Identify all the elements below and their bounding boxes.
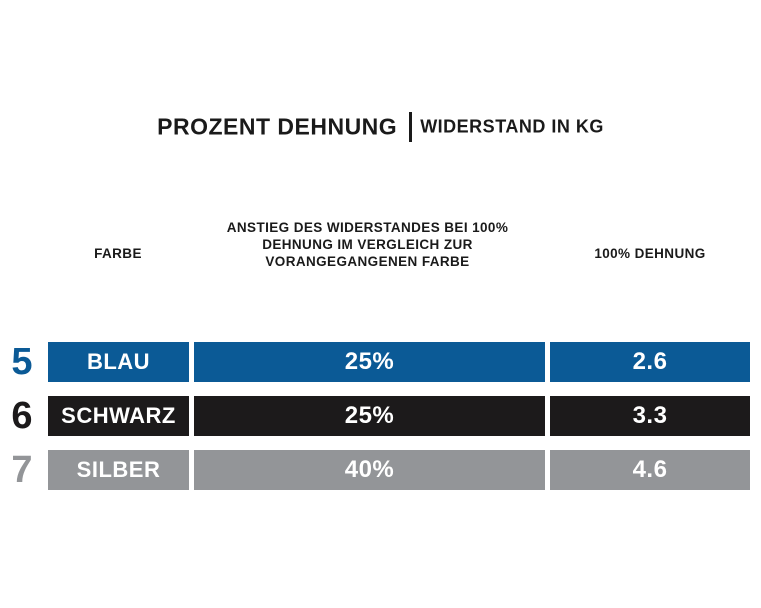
resistance-cell: 2.6: [550, 342, 750, 382]
header-dehnung: 100% DEHNUNG: [594, 246, 706, 261]
color-name-cell: SILBER: [48, 450, 189, 490]
table-row-silber: 7 SILBER 40% 4.6: [0, 450, 761, 490]
increase-cell: 25%: [194, 396, 545, 436]
level-number: 6: [11, 395, 33, 437]
increase-cell: 25%: [194, 342, 545, 382]
title-separator: [409, 112, 413, 142]
table-row-blau: 5 BLAU 25% 2.6: [0, 342, 761, 382]
header-anstieg-line-2: DEHNUNG IM VERGLEICH ZUR: [262, 237, 473, 252]
level-number: 5: [11, 341, 33, 383]
increase-cell: 40%: [194, 450, 545, 490]
header-anstieg-line-1: ANSTIEG DES WIDERSTANDES BEI 100%: [226, 220, 509, 235]
color-name-cell: BLAU: [48, 342, 189, 382]
resistance-cell: 4.6: [550, 450, 750, 490]
resistance-cell: 3.3: [550, 396, 750, 436]
color-name-cell: SCHWARZ: [48, 396, 189, 436]
title-subtitle: WIDERSTAND IN KG: [420, 116, 604, 137]
chart-title: PROZENT DEHNUNG WIDERSTAND IN KG: [0, 112, 761, 142]
header-anstieg: ANSTIEG DES WIDERSTANDES BEI 100% DEHNUN…: [190, 219, 545, 270]
level-number: 7: [11, 449, 33, 491]
table-row-schwarz: 6 SCHWARZ 25% 3.3: [0, 396, 761, 436]
header-farbe: FARBE: [94, 246, 142, 261]
header-anstieg-line-3: VORANGEGANGENEN FARBE: [265, 254, 470, 269]
title-main: PROZENT DEHNUNG: [157, 113, 398, 140]
